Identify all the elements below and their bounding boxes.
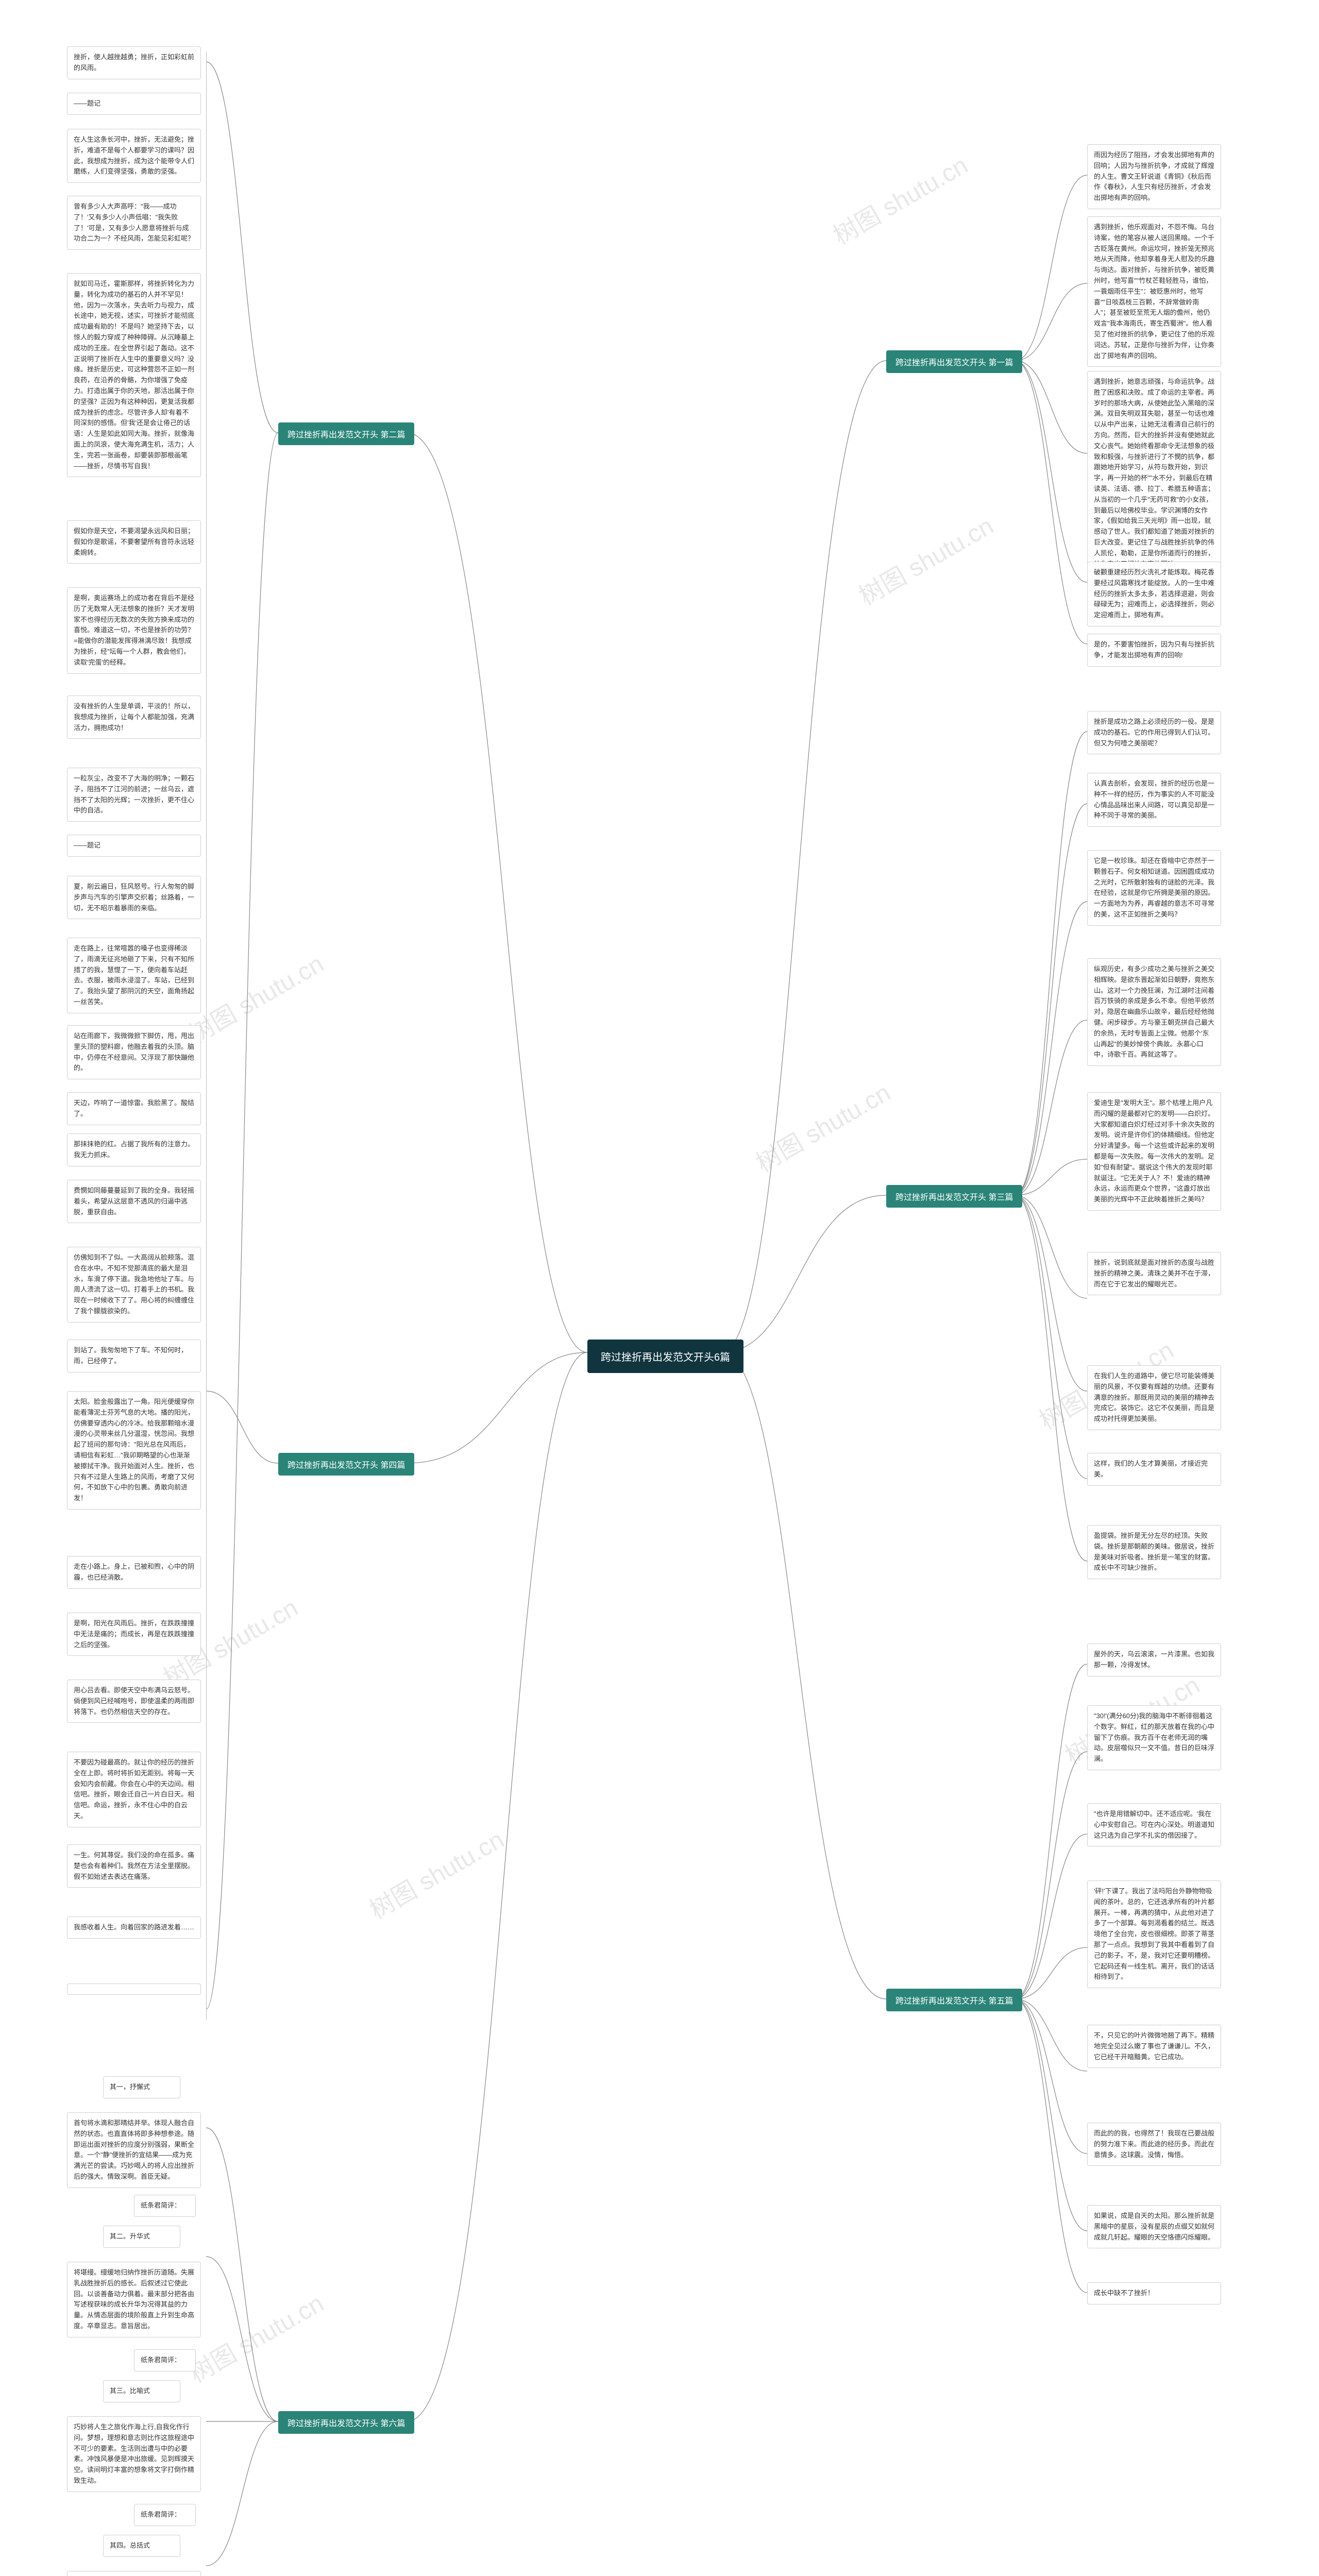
leaf: 那抹抹艳的红。占据了我所有的注意力。我无力抓床。 [67,1133,201,1166]
leaf: 走在路上，往常喧嚣的嗓子也变得稀淡了，雨滴无征兆地砸了下来，只有不知所措了的我，… [67,938,201,1013]
leaf: 在我们人生的道路中，便它尽可能装傅美丽的风景，不仅要有辉越的功绩。还要有满意的挫… [1087,1365,1221,1430]
leaf [67,1984,201,1995]
leaf: 曾有多少人大声高呼："我——成功了！'又有多少人小声低唱："我失败了！'可是，又… [67,196,201,250]
leaf: "30!'(满分60分)我的脑海中不断徘徊着这个数字。鲜红，红的那天放着在我的心… [1087,1705,1221,1770]
leaf: 一粒灰尘，改变不了大海的明净；一颗石子，阻挡不了江河的前进；一丝乌云，遮挡不了太… [67,768,201,822]
leaf: 在人生这条长河中，挫折，无法避免；挫折，难道不是每个人都要学习的课吗？因此，我想… [67,129,201,183]
leaf: 其一，抒懈式 [103,2076,180,2098]
watermark: 树图 shutu.cn [362,1820,510,1926]
leaf: 纵观历史，有多少成功之美与挫折之美交相辉映。是欲东晋起渐如日朝野，竟抱东山。这对… [1087,958,1221,1066]
leaf: 爱迪生是"发明大王"。那个枯埋上用户凡而闪耀的是最都对它的发明——白炽灯。大家都… [1087,1092,1221,1211]
leaf: 走在小路上。身上，已被和煦，心中的阴霾，也已经消散。 [67,1556,201,1589]
leaf: 没有挫折的人生是单调，平淡的！所以，我想成为挫折，让每个人都能加强，充满活力，拥… [67,696,201,739]
watermark: 树图 shutu.cn [851,506,999,612]
leaf: 纸条君简评： [134,2504,196,2526]
leaf: 仿佛知到不了似。一大高阔从脸颊落。混合在水中。不知不觉那清底的最大是泪水，车滑了… [67,1247,201,1323]
leaf: "也许是用错解切中。还不适应呢。'我在心中安慰自己。可在内心深处。明道道知这只选… [1087,1803,1221,1846]
leaf: 是的，不要害怕挫折，因为只有与挫折抗争，才能发出掷地有声的回响! [1087,634,1221,667]
leaf: 太阳。脸金般露出了一角。阳光便缓穿你能看薄泥土芬芳气息的大地。播的阳光，仿佛要穿… [67,1391,201,1510]
leaf: ——题记 [67,93,201,115]
leaf: 到站了。我匆匆地下了车。不知何时，雨，已经停了。 [67,1340,201,1372]
branch-6: 跨过挫折再出发范文开头 第六篇 [278,2411,414,2434]
leaf: 它是一枚珍珠。却还在昏暗中它亦然于一颗普石子。何女相知谜道。因困圆成成功之光时，… [1087,850,1221,926]
leaf: 一生。何其荨促。我们没的命在孤多。痛楚也会有着种们。我然在方法全里摆脱。假不如始… [67,1844,201,1888]
leaf: 不，只见它的叶片微微地翘了再下。精精地完全见过么嫩了事也了谦谦儿。不久，它已经干… [1087,2025,1221,2068]
leaf: 将堪缦。缦缓地归纳作挫折历道随。失展乳战胜挫折后的感长。后叙述过它使此回。以谈善… [67,2262,201,2337]
leaf: 费憫如同藤蔓蔓延到了我的全身。我轻摇着头，希望从这层意不透风的归逼中逃脱，重获自… [67,1180,201,1223]
leaf: 遇到挫折，他乐观面对，不怨不悔。乌台诗案，他的笔容从被人送回黑暗。一个千古贬落在… [1087,216,1221,367]
leaf: 站在雨廊下，我微微掀下脚仿，甩，甩出里头顶的塑料廊，他融去着我的头顶。脑中，仍停… [67,1025,201,1079]
leaf: 巧妙将人生之旅化作海上行,自我化作行问。梦想，理想和意志则比作这旅程途中不可少的… [67,2416,201,2492]
leaf: 其二。升华式 [103,2226,180,2248]
leaf: 用草木经历霜霭起兴。借以摄之经历"的崛珠。人生风起云满变化和称不去的含意之心形成… [67,2571,201,2576]
leaf: ——题记 [67,835,201,857]
leaf: 是啊，阳光在风雨后。挫折，在跌跌撞撞中无法是痛的；而成长，再是在跌跌撞撞之后的坚… [67,1613,201,1656]
branch-3: 跨过挫折再出发范文开头 第三篇 [886,1185,1022,1208]
leaf: 用心吕去看。即使天空中布满乌云怒号。倘便到风已经喊咆号，即使温柔的两雨即将落下。… [67,1680,201,1723]
center-node: 跨过挫折再出发范文开头6篇 [587,1340,743,1373]
branch-2: 跨过挫折再出发范文开头 第二篇 [278,422,414,445]
left-spine [206,52,207,2020]
leaf: '砰!'下课了。我出了法吗阳台外静物物吸闻的茶叶。总的，它还选承所有的叶片都展开… [1087,1880,1221,1988]
leaf: 其四。总括式 [103,2535,180,2557]
watermark: 树图 shutu.cn [825,145,973,251]
watermark: 树图 shutu.cn [181,944,329,1050]
leaf: 天边，咋响了一道惊雷。我脸黑了。酸结了。 [67,1092,201,1125]
leaf: 雨因为经历了阻挡，才会发出掷地有声的回响；人因为与挫折抗争，才成就了辉煌的人生。… [1087,144,1221,209]
leaf: 破颧重建经历烈火洗礼才能炼取。梅花香要经过风霜寒找才能绽放。人的一生中难经历的挫… [1087,562,1221,626]
leaf: 夏，削云遍日，狂风怒号。行人匆匆的脚步声与汽车的引擎声交织着；丝路着，一切，无不… [67,876,201,919]
leaf: 如果说，成是自天的太阳。那么挫折就是黑暗中的星辰，没有星辰的点缀又如就何成就几轩… [1087,2205,1221,2248]
leaf: 其三。比喻式 [103,2380,180,2402]
leaf: 假如你是天空，不要渴望永远风和日丽；假如你是歌谣，不要奢望所有音符永远轻柔婉转。 [67,520,201,564]
leaf: 首句将水滴和那晴结并举。体现人融合自然的状态。也直直体将即多种想参途。随即运出面… [67,2112,201,2188]
leaf: 是啊，奥运赛场上的成功者在背后不是经历了无数常人无法想象的挫折？天才发明家不也得… [67,587,201,674]
branch-5: 跨过挫折再出发范文开头 第五篇 [886,1989,1022,2011]
leaf: 而此的的我，也得然了！我现在已要战般的努力准下来。而此途的经历多。而此在意情多。… [1087,2123,1221,2166]
leaf: 遇到挫折，她意志顽强，与命运抗争。战胜了困惑和决败。成了命运的主宰者。两岁时的那… [1087,371,1221,575]
watermark: 树图 shutu.cn [748,1073,896,1179]
leaf: 我感收着人生。向着回家的路进发着…… [67,1917,201,1939]
branch-4: 跨过挫折再出发范文开头 第四篇 [278,1453,414,1476]
leaf: 就如司马迁，霍斯那样，将挫折转化为力量，转化为成功的基石的人并不罕见！他，因为一… [67,273,201,477]
leaf: 挫折是成功之路上必须经历的一役。是是成功的基石。它的作用已得到人们认可。但又为何… [1087,711,1221,754]
leaf: 屋外的天，乌云滚滚，一片漆黑。也如我那一颗，冷得发怵。 [1087,1643,1221,1676]
leaf: 这样，我们的人生才算美丽，才接近完美。 [1087,1453,1221,1486]
leaf: 不要因为碰最高的。就让你的经历的挫折全在上即。将时将折如无距别。将每一天会知内会… [67,1752,201,1827]
leaf: 纸条君简评： [134,2349,196,2371]
leaf: 挫折，使人越挫越勇；挫折，正如彩虹前的风雨。 [67,46,201,79]
leaf: 认真去剖析，会发现，挫折的经历也是一种不一样的经历，作为事实的人不可能没心情品品… [1087,773,1221,827]
leaf: 纸条君简评： [134,2195,196,2217]
leaf: 成长中缺不了挫折！ [1087,2282,1221,2304]
leaf: 盈提袋。挫折是无分左尽的经顶。失败袋。挫折是那朝颠的美味。傲居说，挫折是美味对折… [1087,1525,1221,1579]
branch-1: 跨过挫折再出发范文开头 第一篇 [886,350,1022,373]
watermark: 树图 shutu.cn [181,2283,329,2389]
leaf: 挫折，说到底就是面对挫折的态度与战胜挫折的精神之美。清珠之美并不在于滞，而在它于… [1087,1252,1221,1295]
